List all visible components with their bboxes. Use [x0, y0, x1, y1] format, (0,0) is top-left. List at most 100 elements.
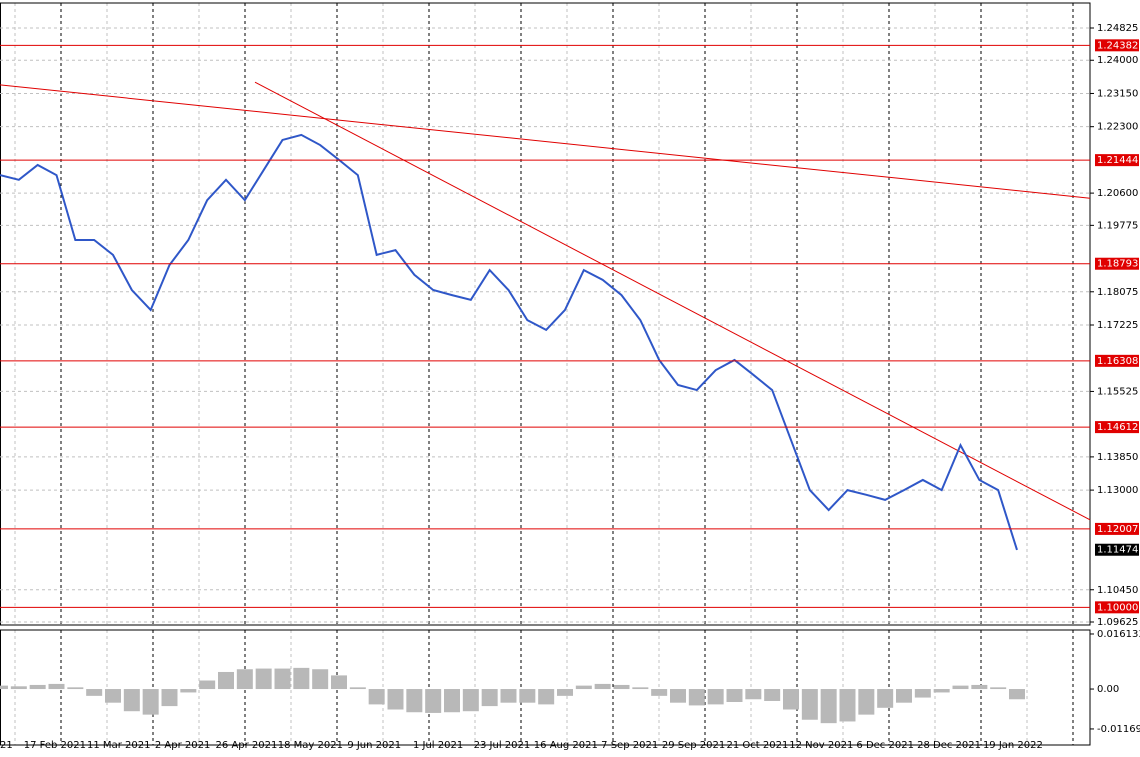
- trendline: [0, 84, 1091, 199]
- y-tick-label: 1.10450: [1097, 585, 1138, 596]
- level-tag: [1095, 354, 1139, 367]
- date-label: 26 Apr 2021: [216, 740, 278, 751]
- date-label: 1 Jul 2021: [413, 740, 463, 751]
- level-label: 1.18793: [1097, 259, 1138, 270]
- y-tick-label: 1.24825: [1097, 23, 1138, 34]
- date-label: 28 Dec 2021: [917, 740, 981, 751]
- osc-bar: [312, 669, 329, 690]
- date-label: 11 Mar 2021: [87, 740, 150, 751]
- osc-bar: [406, 689, 423, 713]
- y-tick-label: 1.23150: [1097, 88, 1138, 99]
- panel-frame: [0, 2, 1091, 626]
- osc-bar: [0, 685, 8, 690]
- osc-bar: [990, 687, 1007, 690]
- osc-bar: [142, 689, 159, 715]
- osc-bar: [896, 689, 912, 703]
- osc-bar: [368, 689, 385, 705]
- level-tag: [1095, 522, 1139, 535]
- date-label: 23 Jul 2021: [474, 740, 531, 751]
- level-tag: [1095, 257, 1139, 270]
- osc-bar: [914, 689, 931, 698]
- price-line: [0, 133, 1018, 551]
- date-label: 9 Jun 2021: [347, 740, 401, 751]
- date-label: 7 Sep 2021: [601, 740, 658, 751]
- date-label: 18 May 2021: [278, 740, 343, 751]
- osc-bar: [688, 689, 705, 706]
- date-label: 2 Apr 2021: [155, 740, 210, 751]
- y-tick-label: 0.00: [1097, 684, 1119, 695]
- osc-bar: [632, 687, 649, 690]
- osc-bar: [10, 686, 27, 690]
- osc-bar: [349, 687, 366, 690]
- osc-bar: [481, 689, 498, 707]
- osc-bar: [858, 689, 875, 715]
- y-tick-label: 1.13850: [1097, 452, 1138, 463]
- osc-bar: [613, 684, 630, 690]
- date-label: 17 Feb 2021: [24, 740, 86, 751]
- osc-bar: [594, 683, 611, 690]
- osc-bar: [236, 669, 253, 690]
- osc-bar: [331, 675, 347, 690]
- date-label: 29 Sep 2021: [662, 740, 725, 751]
- y-tick-label: 1.19775: [1097, 220, 1138, 231]
- level-tag: [1095, 421, 1139, 434]
- osc-bar: [707, 689, 724, 705]
- osc-bar: [218, 671, 234, 690]
- y-tick-label: 1.18075: [1097, 287, 1138, 298]
- osc-bar: [557, 689, 573, 696]
- osc-bar: [199, 680, 216, 690]
- osc-bar: [105, 689, 121, 703]
- date-label: 19 Jan 2022: [983, 740, 1043, 751]
- osc-bar: [519, 689, 536, 703]
- osc-bar: [180, 689, 197, 693]
- level-label: 1.24382: [1097, 40, 1138, 51]
- y-tick-label: 1.22300: [1097, 122, 1138, 133]
- date-label: 16 Aug 2021: [534, 740, 598, 751]
- level-label: 1.21444: [1097, 155, 1138, 166]
- osc-bar: [745, 689, 762, 700]
- osc-bar: [764, 689, 781, 701]
- y-tick-label: 1.13000: [1097, 485, 1138, 496]
- osc-bar: [820, 689, 837, 724]
- level-tag: [1095, 601, 1139, 614]
- osc-bar: [839, 689, 856, 722]
- osc-bar: [29, 684, 46, 690]
- osc-bar: [971, 684, 988, 690]
- y-tick-label: 1.09625: [1097, 617, 1138, 628]
- osc-bar: [255, 668, 272, 690]
- date-label: 6 Dec 2021: [856, 740, 914, 751]
- level-label: 1.10000: [1097, 602, 1138, 613]
- osc-bar: [48, 683, 65, 690]
- osc-bar: [387, 689, 404, 710]
- trendline: [254, 81, 1091, 521]
- osc-bar: [670, 689, 686, 703]
- osc-bar: [575, 685, 592, 690]
- level-label: 1.16308: [1097, 356, 1138, 367]
- osc-bar: [726, 689, 743, 703]
- y-tick-label: 0.016133: [1097, 629, 1140, 640]
- osc-bar: [877, 689, 894, 708]
- osc-bar: [651, 689, 668, 696]
- osc-bar: [123, 689, 140, 712]
- level-label: 1.12007: [1097, 524, 1138, 535]
- osc-bar: [933, 689, 950, 693]
- osc-bar: [952, 685, 969, 690]
- osc-bar: [86, 689, 103, 696]
- y-tick-label: 1.17225: [1097, 320, 1138, 331]
- date-label: 12 Nov 2021: [789, 740, 853, 751]
- osc-bar: [801, 689, 818, 720]
- osc-bar: [462, 689, 479, 712]
- level-tag: [1095, 39, 1139, 52]
- osc-bar: [538, 689, 555, 705]
- date-label: 21: [0, 740, 13, 751]
- osc-bar: [783, 689, 799, 710]
- osc-bar: [293, 667, 310, 690]
- y-tick-label: -0.011696: [1097, 724, 1140, 735]
- osc-bar: [161, 689, 178, 707]
- date-label: 21 Oct 2021: [727, 740, 789, 751]
- osc-bar: [67, 687, 84, 690]
- osc-bar: [274, 668, 291, 690]
- osc-bar: [425, 689, 442, 713]
